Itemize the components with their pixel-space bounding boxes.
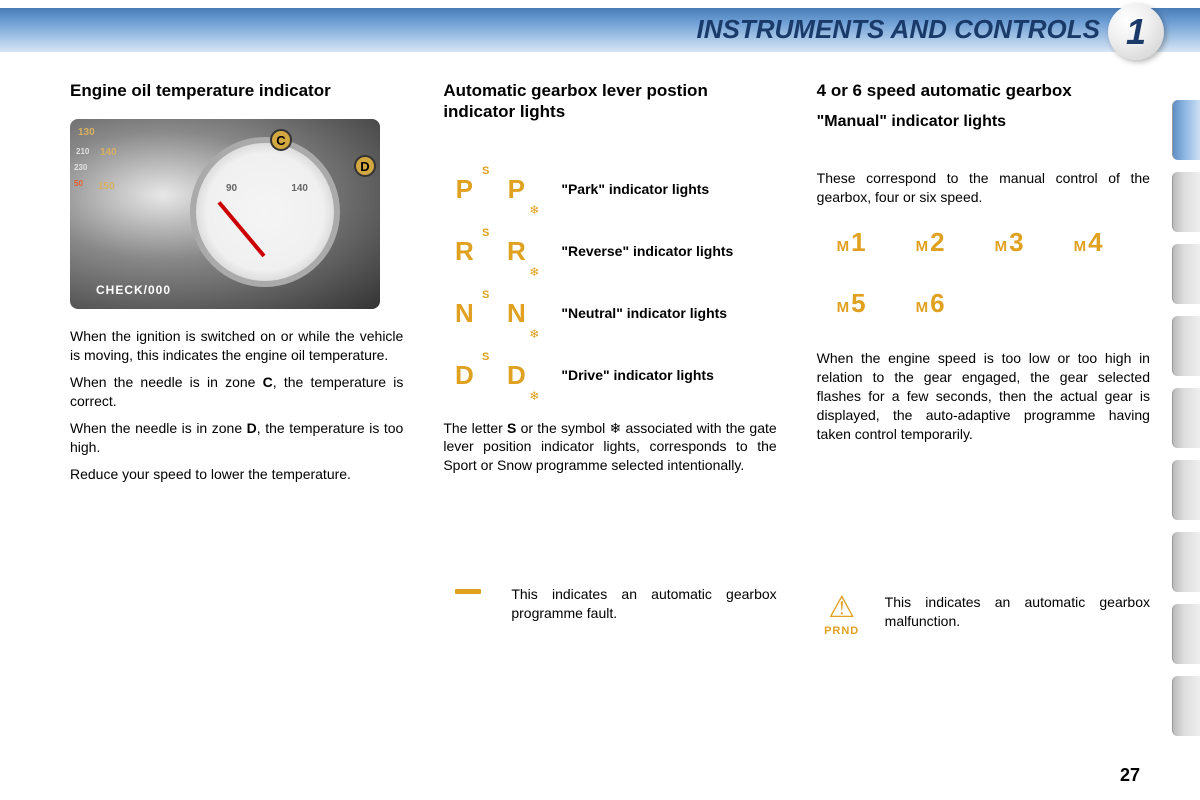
speedo-130: 130 <box>78 127 95 138</box>
column-engine-oil: Engine oil temperature indicator 130 140… <box>70 80 403 770</box>
indicator-label: "Reverse" indicator lights <box>561 243 776 261</box>
indicator-label: "Neutral" indicator lights <box>561 305 776 323</box>
gear-indicator: M2 <box>916 227 945 258</box>
check-label: CHECK/000 <box>96 283 171 297</box>
side-tab <box>1172 172 1200 232</box>
gear-indicator: M1 <box>837 227 866 258</box>
gauge-needle <box>218 201 266 257</box>
header-bar: INSTRUMENTS AND CONTROLS <box>0 8 1200 52</box>
col1-p3: When the needle is in zone D, the temper… <box>70 419 403 457</box>
gear-indicator: M3 <box>995 227 1024 258</box>
content-area: Engine oil temperature indicator 130 140… <box>70 80 1150 770</box>
col3-p1: These correspond to the manual control o… <box>817 169 1150 207</box>
indicator-row: R S R ❄ "Reverse" indicator lights <box>443 233 776 271</box>
col1-p2: When the needle is in zone C, the temper… <box>70 373 403 411</box>
fault-programme-text: This indicates an automatic gearbox prog… <box>511 585 776 623</box>
col2-footnote: The letter S or the symbol ❄ associated … <box>443 419 776 476</box>
indicator-letter-sport: P S <box>443 171 485 209</box>
side-tab <box>1172 604 1200 664</box>
fault-programme: This indicates an automatic gearbox prog… <box>443 585 776 623</box>
indicator-letter-snow: N ❄ <box>495 295 537 333</box>
gear-indicator: M6 <box>916 288 945 319</box>
oil-temp-gauge-image: 130 140 150 210 230 50 90 140 C D CHECK/… <box>70 119 380 309</box>
scale-140: 140 <box>291 183 308 194</box>
fault-malfunction: ⚠ PRND This indicates an automatic gearb… <box>817 593 1150 637</box>
manual-gear-list: M1 M2 M3 M4 M5 M6 <box>837 227 1150 319</box>
warning-triangle-icon: ⚠ PRND <box>817 593 867 637</box>
indicator-letter-snow: R ❄ <box>495 233 537 271</box>
side-tabs <box>1172 100 1200 736</box>
col3-subheading: "Manual" indicator lights <box>817 113 1150 131</box>
speedo-230: 230 <box>74 163 87 172</box>
speedo-50: 50 <box>74 179 83 188</box>
col1-p1: When the ignition is switched on or whil… <box>70 327 403 365</box>
gear-indicator: M5 <box>837 288 866 319</box>
indicator-letter-sport: D S <box>443 357 485 395</box>
page-header-title: INSTRUMENTS AND CONTROLS <box>697 14 1100 45</box>
indicator-list: P S P ❄ "Park" indicator lights R S R ❄ … <box>443 171 776 395</box>
indicator-row: D S D ❄ "Drive" indicator lights <box>443 357 776 395</box>
speedo-140: 140 <box>100 147 117 158</box>
gauge-dial: 90 140 <box>190 137 340 287</box>
dash-icon <box>443 585 493 594</box>
indicator-letter-sport: N S <box>443 295 485 333</box>
col1-heading: Engine oil temperature indicator <box>70 80 403 101</box>
side-tab <box>1172 676 1200 736</box>
gauge-marker-d: D <box>354 155 376 177</box>
side-tab <box>1172 388 1200 448</box>
speedo-210: 210 <box>76 147 89 156</box>
indicator-row: P S P ❄ "Park" indicator lights <box>443 171 776 209</box>
gear-indicator: M4 <box>1074 227 1103 258</box>
speedo-150: 150 <box>98 181 115 192</box>
indicator-row: N S N ❄ "Neutral" indicator lights <box>443 295 776 333</box>
column-gearbox-lever: Automatic gearbox lever postion indicato… <box>443 80 776 770</box>
chapter-number: 1 <box>1126 11 1146 53</box>
side-tab-active <box>1172 100 1200 160</box>
side-tab <box>1172 532 1200 592</box>
scale-90: 90 <box>226 183 237 194</box>
indicator-letter-snow: D ❄ <box>495 357 537 395</box>
col1-p4: Reduce your speed to lower the temperatu… <box>70 465 403 484</box>
side-tab <box>1172 460 1200 520</box>
indicator-label: "Park" indicator lights <box>561 181 776 199</box>
indicator-letter-sport: R S <box>443 233 485 271</box>
prnd-label: PRND <box>824 625 859 637</box>
col2-heading: Automatic gearbox lever postion indicato… <box>443 80 776 123</box>
side-tab <box>1172 244 1200 304</box>
fault-malfunction-text: This indicates an automatic gearbox malf… <box>885 593 1150 631</box>
indicator-letter-snow: P ❄ <box>495 171 537 209</box>
column-manual-gearbox: 4 or 6 speed automatic gearbox "Manual" … <box>817 80 1150 770</box>
col3-heading: 4 or 6 speed automatic gearbox <box>817 80 1150 101</box>
indicator-label: "Drive" indicator lights <box>561 367 776 385</box>
chapter-badge: 1 <box>1108 4 1164 60</box>
col3-p2: When the engine speed is too low or too … <box>817 349 1150 443</box>
page-number: 27 <box>1120 765 1140 786</box>
side-tab <box>1172 316 1200 376</box>
